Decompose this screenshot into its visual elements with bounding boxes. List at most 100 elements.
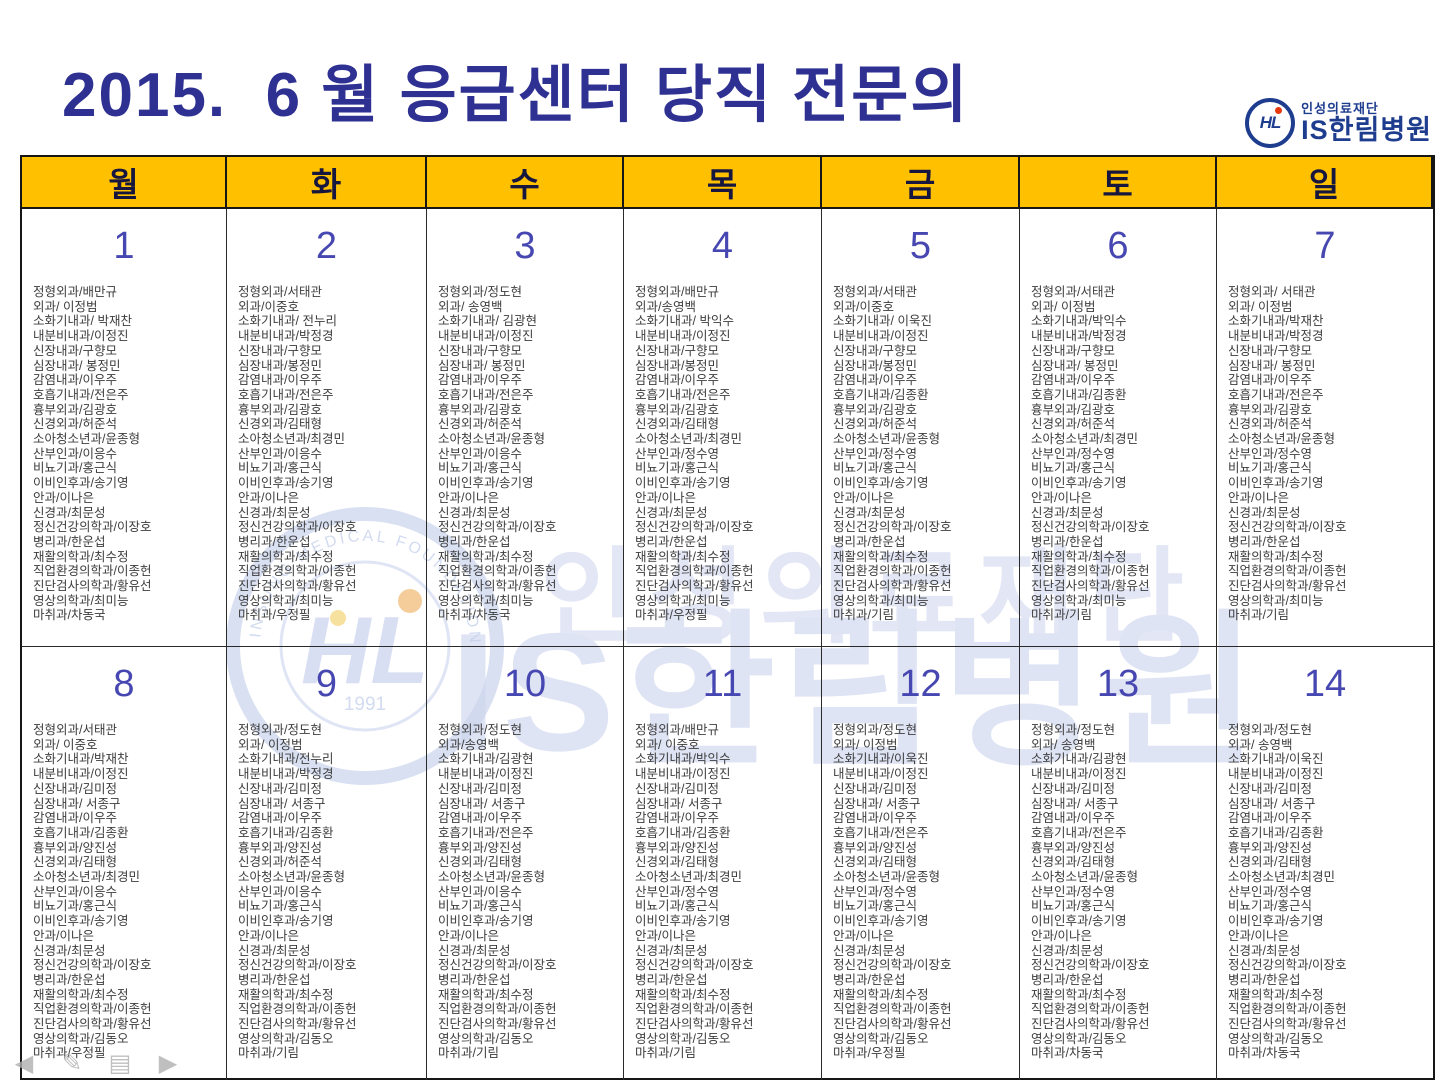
weekday-header-thu: 목	[624, 157, 822, 209]
duty-entry: 이비인후과/송기영	[438, 476, 534, 491]
duty-entry: 비뇨기과/홍근식	[1228, 461, 1312, 476]
duty-entry: 외과/ 이중호	[635, 737, 700, 752]
duty-entry: 정형외과/정도현	[1031, 723, 1115, 737]
duty-entry: 신경과/최문성	[1031, 505, 1104, 520]
duty-entry: 신경과/최문성	[833, 943, 906, 958]
duty-entry: 마취과/차동국	[1228, 1046, 1301, 1061]
duty-entry: 직업환경의학과/이종헌	[1228, 564, 1347, 579]
duty-entry: 직업환경의학과/이종헌	[1031, 564, 1150, 579]
weekday-header-sat: 토	[1020, 157, 1217, 209]
duty-entry: 신경과/최문성	[238, 505, 311, 520]
duty-entry: 내분비내과/이정진	[635, 329, 731, 344]
duty-entry: 내분비내과/박정경	[238, 767, 334, 782]
duty-entry: 흉부외과/양진성	[635, 840, 719, 855]
duty-entry: 외과/ 이중호	[33, 737, 98, 752]
duty-entry: 진단검사의학과/황유선	[33, 579, 152, 594]
duty-entry: 호흡기내과/김종환	[833, 387, 929, 402]
duty-entry: 진단검사의학과/황유선	[1031, 1017, 1150, 1032]
duty-list: 정형외과/정도현 외과/송영백 소화기내과/김광현 내분비내과/이정진 신장내과/김미정…	[438, 723, 623, 1061]
duty-entry: 영상의학과/김동오	[238, 1031, 334, 1046]
duty-entry: 소아청소년과/윤종형	[438, 432, 545, 447]
duty-entry: 병리과/한운섭	[33, 534, 106, 549]
duty-entry: 감염내과/이우주	[635, 373, 719, 388]
duty-entry: 재활의학과/최수정	[833, 987, 929, 1002]
duty-entry: 마취과/우정필	[33, 1046, 106, 1061]
day-number: 12	[899, 663, 942, 705]
duty-entry: 신경외과/허준석	[238, 855, 322, 870]
duty-entry: 외과/송영백	[635, 299, 696, 314]
duty-entry: 신장내과/김미정	[833, 781, 917, 796]
duty-entry: 직업환경의학과/이종헌	[833, 564, 952, 579]
duty-entry: 신경외과/허준석	[833, 417, 917, 432]
prev-slide-icon[interactable]: ◀	[14, 1049, 34, 1077]
duty-entry: 흉부외과/김광호	[438, 402, 522, 417]
duty-list: 정형외과/정도현 외과/ 이정범 소화기내과/이욱진 내분비내과/이정진 신장내과/김미…	[833, 723, 1019, 1061]
duty-entry: 심장내과/ 서종구	[33, 796, 121, 811]
duty-entry: 심장내과/ 서종구	[438, 796, 526, 811]
duty-entry: 정신건강의학과/이장호	[833, 958, 952, 973]
duty-entry: 신경과/최문성	[438, 943, 511, 958]
duty-entry: 정형외과/서태관	[238, 285, 322, 299]
duty-entry: 신경외과/김태형	[238, 417, 322, 432]
duty-entry: 정신건강의학과/이장호	[33, 958, 152, 973]
calendar-day-cell: 5 정형외과/서태관 외과/이중호 소화기내과/ 이욱진 내분비내과/이정진 신장내과/구…	[822, 209, 1020, 647]
calendar-day-cell: 11 정형외과/배만규 외과/ 이중호 소화기내과/박익수 내분비내과/이정진 신장내과/…	[624, 647, 822, 1080]
pen-tool-icon[interactable]: ✎	[61, 1049, 83, 1077]
duty-entry: 소아청소년과/윤종형	[1228, 432, 1335, 447]
duty-entry: 내분비내과/이정진	[438, 767, 534, 782]
duty-entry: 이비인후과/송기영	[833, 476, 929, 491]
duty-entry: 이비인후과/송기영	[1228, 476, 1324, 491]
duty-entry: 신장내과/구향모	[1031, 343, 1115, 358]
logo-hospital-name: IS한림병원	[1301, 114, 1432, 145]
duty-entry: 산부인과/정수영	[833, 884, 917, 899]
duty-entry: 정신건강의학과/이장호	[238, 958, 357, 973]
duty-entry: 안과/이나은	[1031, 490, 1092, 505]
next-slide-icon[interactable]: ▶	[158, 1049, 178, 1077]
duty-entry: 산부인과/이응수	[238, 446, 322, 461]
duty-entry: 이비인후과/송기영	[1228, 914, 1324, 929]
duty-entry: 신경외과/김태형	[833, 855, 917, 870]
duty-entry: 신장내과/구향모	[438, 343, 522, 358]
duty-entry: 호흡기내과/전은주	[1228, 387, 1324, 402]
duty-entry: 호흡기내과/전은주	[438, 825, 534, 840]
duty-entry: 신경외과/허준석	[33, 417, 117, 432]
duty-entry: 재활의학과/최수정	[438, 549, 534, 564]
duty-entry: 내분비내과/이정진	[635, 767, 731, 782]
duty-entry: 안과/이나은	[833, 928, 894, 943]
duty-entry: 정형외과/배만규	[635, 723, 719, 737]
duty-entry: 진단검사의학과/황유선	[438, 579, 557, 594]
day-number: 10	[503, 663, 547, 705]
day-number: 9	[315, 663, 338, 705]
duty-entry: 감염내과/이우주	[833, 373, 917, 388]
duty-entry: 호흡기내과/전은주	[238, 387, 334, 402]
duty-entry: 진단검사의학과/황유선	[1228, 1017, 1347, 1032]
duty-entry: 정형외과/정도현	[438, 723, 522, 737]
duty-entry: 신경과/최문성	[1228, 943, 1301, 958]
duty-entry: 영상의학과/김동오	[33, 1031, 129, 1046]
duty-entry: 내분비내과/이정진	[1228, 767, 1324, 782]
duty-entry: 진단검사의학과/황유선	[635, 579, 754, 594]
duty-entry: 산부인과/정수영	[1228, 446, 1312, 461]
duty-entry: 병리과/한운섭	[238, 972, 311, 987]
duty-entry: 소아청소년과/최경민	[33, 870, 140, 885]
duty-entry: 신경과/최문성	[438, 505, 511, 520]
duty-entry: 신경과/최문성	[1228, 505, 1301, 520]
duty-entry: 내분비내과/이정진	[833, 767, 929, 782]
slide-menu-icon[interactable]: ▤	[108, 1049, 132, 1077]
duty-entry: 외과/ 이정범	[33, 299, 98, 314]
duty-entry: 소아청소년과/윤종형	[833, 432, 940, 447]
duty-entry: 병리과/한운섭	[635, 534, 708, 549]
duty-entry: 정형외과/ 서태관	[1228, 285, 1316, 299]
duty-entry: 내분비내과/박정경	[1228, 329, 1324, 344]
calendar-day-cell: 3 정형외과/정도현 외과/ 송영백 소화기내과/ 김광현 내분비내과/이정진 신장내과/…	[427, 209, 624, 647]
duty-entry: 영상의학과/최미능	[238, 593, 334, 608]
duty-entry: 마취과/기림	[635, 1046, 696, 1061]
duty-entry: 흉부외과/양진성	[238, 840, 322, 855]
duty-entry: 병리과/한운섭	[1228, 534, 1301, 549]
duty-entry: 호흡기내과/김종환	[33, 825, 129, 840]
duty-list: 정형외과/서태관 외과/ 이정범 소화기내과/박익수 내분비내과/박정경 신장내과/구향…	[1031, 285, 1216, 623]
duty-entry: 심장내과/ 봉정민	[33, 358, 121, 373]
duty-entry: 감염내과/이우주	[833, 811, 917, 826]
duty-entry: 흉부외과/양진성	[1031, 840, 1115, 855]
duty-entry: 감염내과/이우주	[1031, 811, 1115, 826]
